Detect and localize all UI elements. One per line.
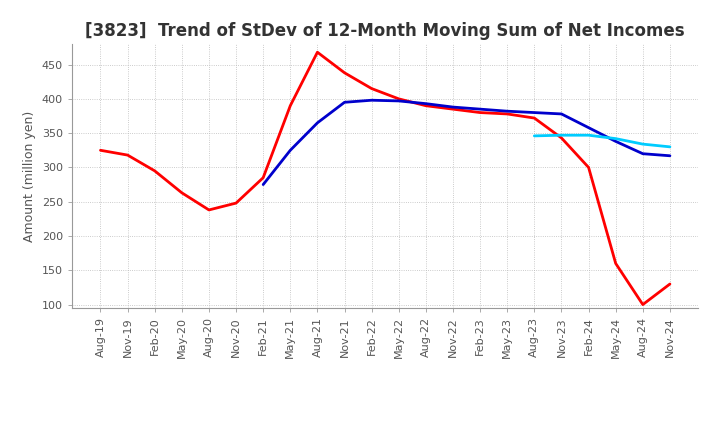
Y-axis label: Amount (million yen): Amount (million yen) [23,110,36,242]
Title: [3823]  Trend of StDev of 12-Month Moving Sum of Net Incomes: [3823] Trend of StDev of 12-Month Moving… [86,22,685,40]
